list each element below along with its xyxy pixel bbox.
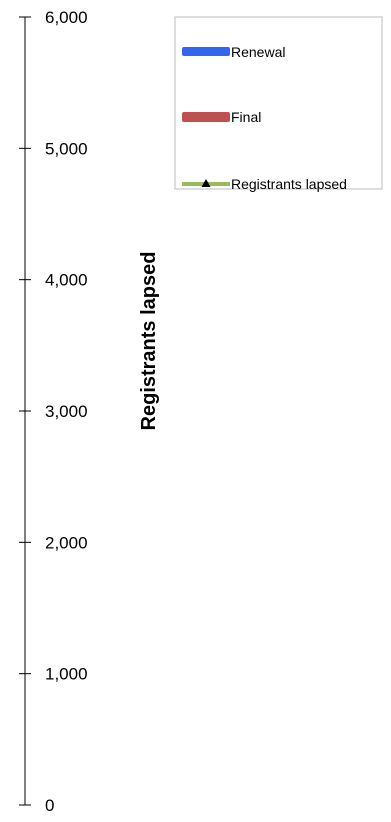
- legend-swatch-renewal: [182, 47, 230, 56]
- legend-label-registrants-lapsed: Registrants lapsed: [231, 176, 347, 192]
- legend-box: [174, 16, 383, 190]
- legend-swatch-final: [182, 112, 230, 122]
- y-tick-label: 3,000: [45, 402, 88, 421]
- y-tick-label: 2,000: [45, 533, 88, 552]
- y-tick-label: 1,000: [45, 665, 88, 684]
- y-tick-label: 4,000: [45, 271, 88, 290]
- legend: Renewal Final Registrants lapsed: [174, 16, 383, 192]
- legend-item-registrants-lapsed: Registrants lapsed: [182, 176, 347, 192]
- legend-item-renewal: Renewal: [182, 44, 285, 60]
- legend-label-renewal: Renewal: [231, 44, 285, 60]
- y-axis: 0 1,000 2,000 3,000 4,000 5,000 6,000: [19, 8, 88, 815]
- legend-item-final: Final: [182, 109, 261, 125]
- y-axis-title: Registrants lapsed: [138, 252, 160, 431]
- y-tick-label: 0: [45, 796, 54, 815]
- y-tick-label: 5,000: [45, 139, 88, 158]
- legend-marker-triangle-icon: [201, 179, 211, 187]
- y-tick-label: 6,000: [45, 8, 88, 27]
- legend-label-final: Final: [231, 109, 261, 125]
